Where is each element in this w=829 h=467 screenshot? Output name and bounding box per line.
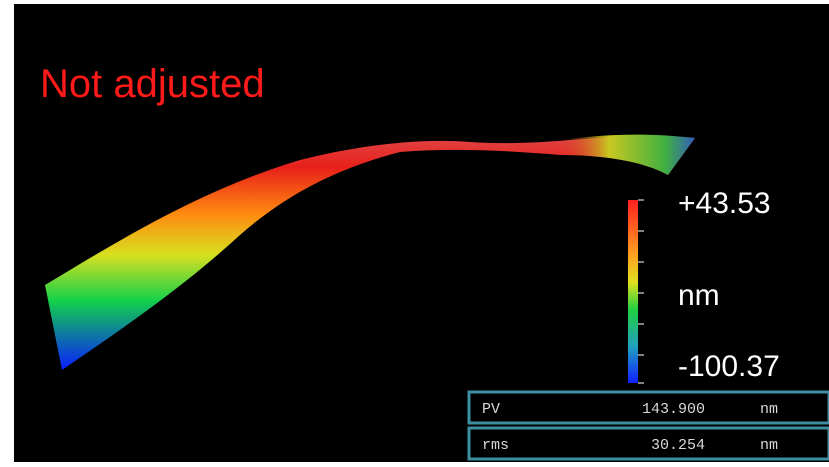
table-row xyxy=(467,426,829,461)
stats-table: PV 143.900 nm rms 30.254 nm xyxy=(467,390,829,461)
title: Not adjusted xyxy=(40,62,265,106)
colorbar-unit: nm xyxy=(678,279,720,312)
cell: 30.254 xyxy=(651,437,705,454)
cell: 143.900 xyxy=(642,401,705,418)
colorbar-min: -100.37 xyxy=(678,350,780,383)
table-row xyxy=(467,390,829,425)
colorbar-ticks xyxy=(638,199,644,384)
cell: rms xyxy=(482,437,509,454)
colorbar-max: +43.53 xyxy=(678,187,771,220)
colorbar xyxy=(628,200,638,383)
cell: nm xyxy=(760,437,778,454)
cell: PV xyxy=(482,401,500,418)
surface-tip xyxy=(560,134,695,175)
cell: nm xyxy=(760,401,778,418)
